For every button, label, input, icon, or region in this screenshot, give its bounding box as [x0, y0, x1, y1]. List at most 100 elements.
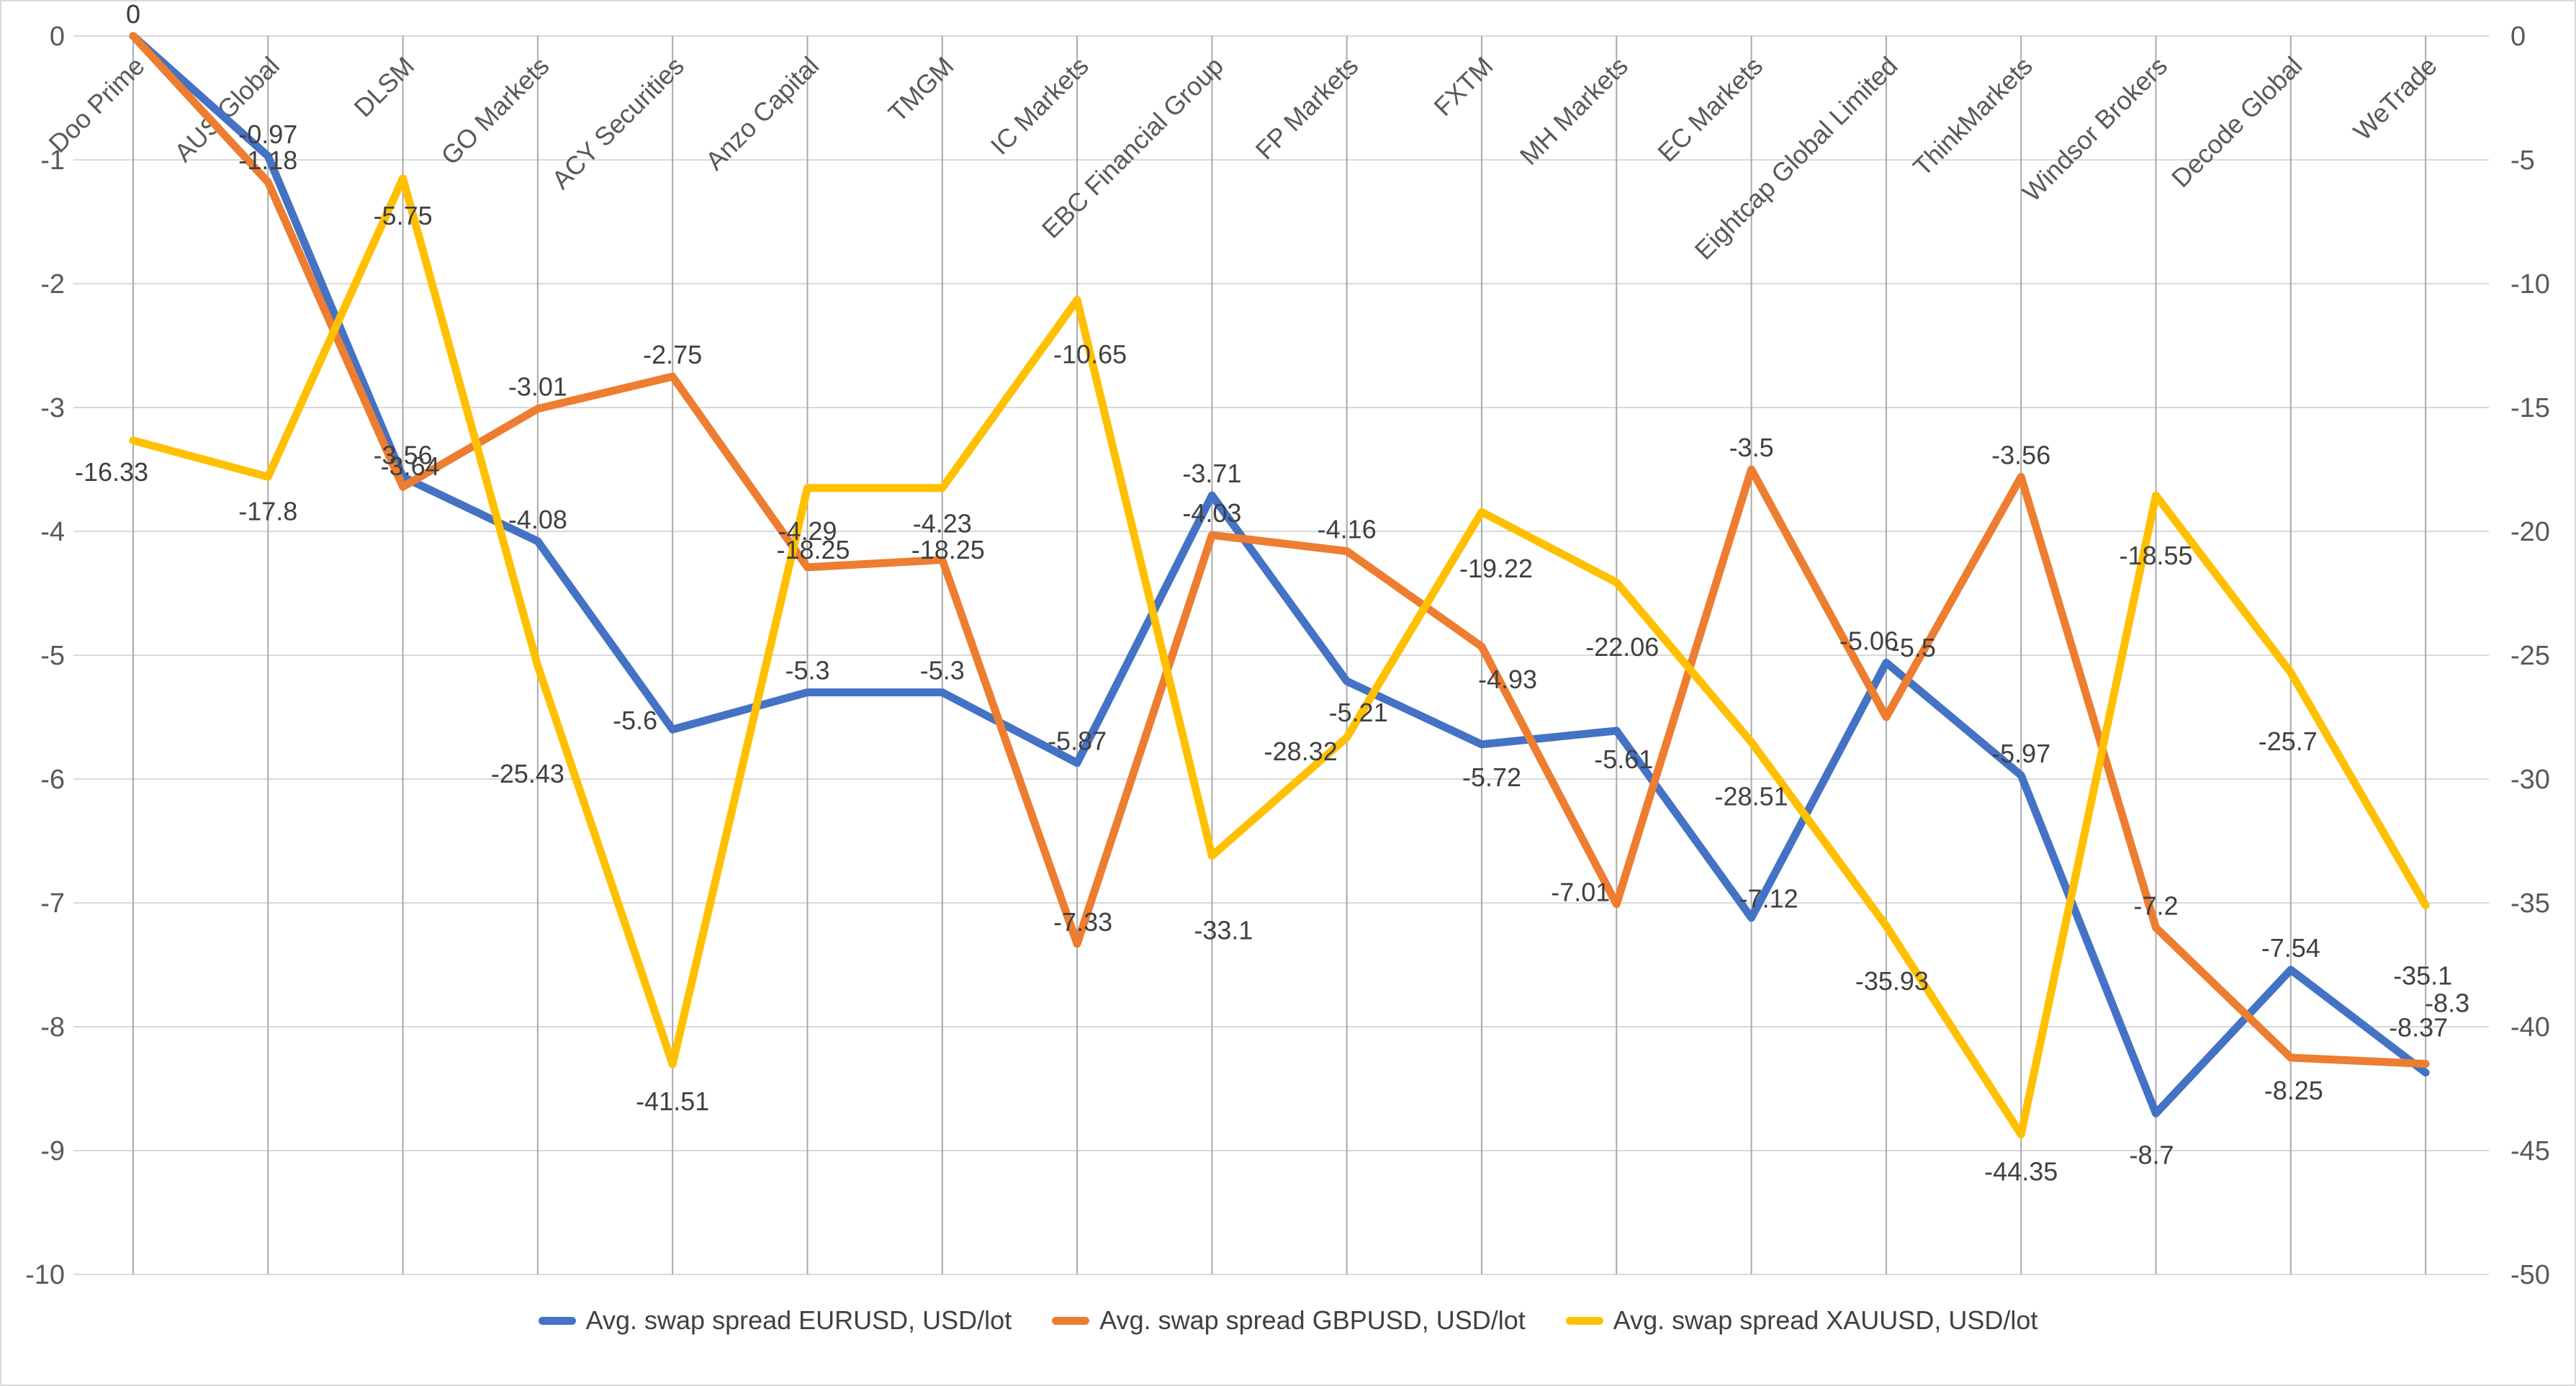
legend-label-eurusd: Avg. swap spread EURUSD, USD/lot: [585, 1305, 1012, 1335]
gbpusd-line: [129, 32, 2430, 1068]
data-label: -4.29: [778, 516, 837, 546]
eurusd-line: [129, 32, 2430, 1117]
eurusd-legend-marker-icon: [538, 1316, 576, 1325]
category-label: ACY Securities: [546, 51, 690, 195]
right-axis-tick: 0: [2510, 22, 2526, 52]
data-label: -5.87: [1048, 726, 1107, 756]
right-axis-tick: -20: [2510, 517, 2550, 547]
data-label: -3.56: [1991, 440, 2050, 469]
left-axis-tick: -7: [40, 888, 65, 919]
data-label: -18.25: [776, 535, 850, 564]
left-axis-tick: -5: [40, 641, 65, 671]
data-label: -35.1: [2393, 960, 2452, 990]
data-label: -5.97: [1991, 739, 2050, 768]
data-label: -5.72: [1462, 762, 1521, 792]
data-label: -3.64: [381, 451, 440, 481]
data-label: -25.43: [491, 759, 564, 788]
category-label: Doo Prime: [42, 51, 150, 158]
legend: Avg. swap spread EURUSD, USD/lot Avg. sw…: [1, 1297, 2575, 1344]
data-label: -7.2: [2133, 891, 2178, 920]
category-label: MH Markets: [1514, 51, 1634, 171]
xauusd-line: [129, 174, 2430, 1139]
category-label: TMGM: [883, 51, 960, 128]
gbpusd-legend-marker-icon: [1052, 1316, 1090, 1325]
right-axis-tick: -10: [2510, 269, 2550, 300]
right-axis-tick: -30: [2510, 765, 2550, 795]
data-label: -35.93: [1855, 966, 1929, 996]
right-axis-tick: -40: [2510, 1012, 2550, 1043]
data-label: 0: [126, 1, 140, 29]
data-label: -28.51: [1715, 782, 1788, 811]
data-label: -41.51: [636, 1086, 709, 1116]
category-label: ThinkMarkets: [1907, 51, 2038, 182]
data-label: -5.5: [1891, 633, 1936, 662]
data-label: -4.08: [508, 505, 567, 534]
legend-item-xauusd: Avg. swap spread XAUUSD, USD/lot: [1565, 1305, 2038, 1336]
data-label: -18.55: [2119, 541, 2192, 570]
data-label: -1.18: [238, 145, 297, 175]
category-label: Decode Global: [2166, 51, 2307, 193]
data-label: -3.71: [1182, 459, 1241, 488]
right-axis-tick: -35: [2510, 888, 2550, 919]
left-axis-tick: -4: [40, 517, 65, 547]
right-axis-tick: -50: [2510, 1260, 2550, 1290]
data-label: 0: [126, 1, 140, 29]
category-label: GO Markets: [435, 51, 554, 171]
data-label: -28.32: [1264, 737, 1338, 766]
right-axis-tick: -45: [2510, 1136, 2550, 1166]
data-label: -19.22: [1459, 554, 1533, 583]
data-label: -5.61: [1594, 744, 1653, 774]
data-label: -18.25: [911, 535, 985, 564]
left-axis-tick: -8: [40, 1012, 65, 1043]
data-label: -22.06: [1585, 632, 1659, 662]
data-label: -7.54: [2261, 933, 2320, 963]
data-label: -5.75: [374, 201, 433, 230]
xauusd-legend-marker-icon: [1565, 1316, 1603, 1325]
data-label: -3.01: [508, 372, 567, 402]
right-axis-tick: -25: [2510, 641, 2550, 671]
data-label: -8.25: [2264, 1076, 2323, 1105]
left-axis-tick: -2: [40, 269, 65, 300]
left-axis-tick: -1: [40, 145, 65, 176]
data-label: -7.12: [1739, 884, 1798, 914]
category-label: Windsor Brokers: [2017, 51, 2173, 207]
left-axis-tick: -9: [40, 1136, 65, 1166]
data-label: -7.01: [1551, 878, 1610, 907]
data-label: -8.3: [2425, 989, 2469, 1018]
data-label: -5.21: [1329, 698, 1388, 727]
legend-label-xauusd: Avg. swap spread XAUUSD, USD/lot: [1613, 1305, 2038, 1335]
right-axis-tick: -15: [2510, 393, 2550, 423]
data-label: -16.33: [75, 457, 148, 487]
left-axis-tick: -10: [25, 1260, 65, 1290]
data-label: -3.5: [1729, 433, 1774, 462]
data-label: -33.1: [1194, 916, 1253, 945]
category-label: WeTrade: [2347, 51, 2442, 146]
category-label: FXTM: [1428, 51, 1498, 122]
category-label: Anzo Capital: [700, 51, 824, 176]
data-label: -5.3: [785, 656, 829, 685]
legend-label-gbpusd: Avg. swap spread GBPUSD, USD/lot: [1099, 1305, 1526, 1335]
data-label: -10.65: [1053, 339, 1127, 369]
data-label: -17.8: [238, 496, 297, 526]
category-label: DLSM: [348, 51, 420, 123]
data-label: -8.7: [2129, 1140, 2174, 1169]
data-label: -4.23: [913, 509, 972, 539]
data-label: -4.93: [1478, 665, 1537, 694]
data-label: -5.06: [1839, 626, 1899, 655]
left-axis-tick: -6: [40, 765, 65, 795]
legend-item-eurusd: Avg. swap spread EURUSD, USD/lot: [538, 1305, 1012, 1336]
data-label: -44.35: [1984, 1157, 2058, 1187]
data-label: -5.6: [613, 706, 657, 735]
data-label: -8.37: [2389, 1013, 2448, 1043]
data-label: -4.03: [1182, 498, 1241, 528]
legend-item-gbpusd: Avg. swap spread GBPUSD, USD/lot: [1052, 1305, 1526, 1336]
right-axis-tick: -5: [2510, 145, 2535, 176]
data-label: -0.97: [238, 120, 297, 149]
left-axis-tick: 0: [50, 22, 65, 52]
data-label: -4.16: [1318, 515, 1377, 544]
data-label: -25.7: [2258, 726, 2318, 756]
data-label: -5.3: [920, 656, 965, 685]
data-label: -3.56: [374, 440, 433, 469]
